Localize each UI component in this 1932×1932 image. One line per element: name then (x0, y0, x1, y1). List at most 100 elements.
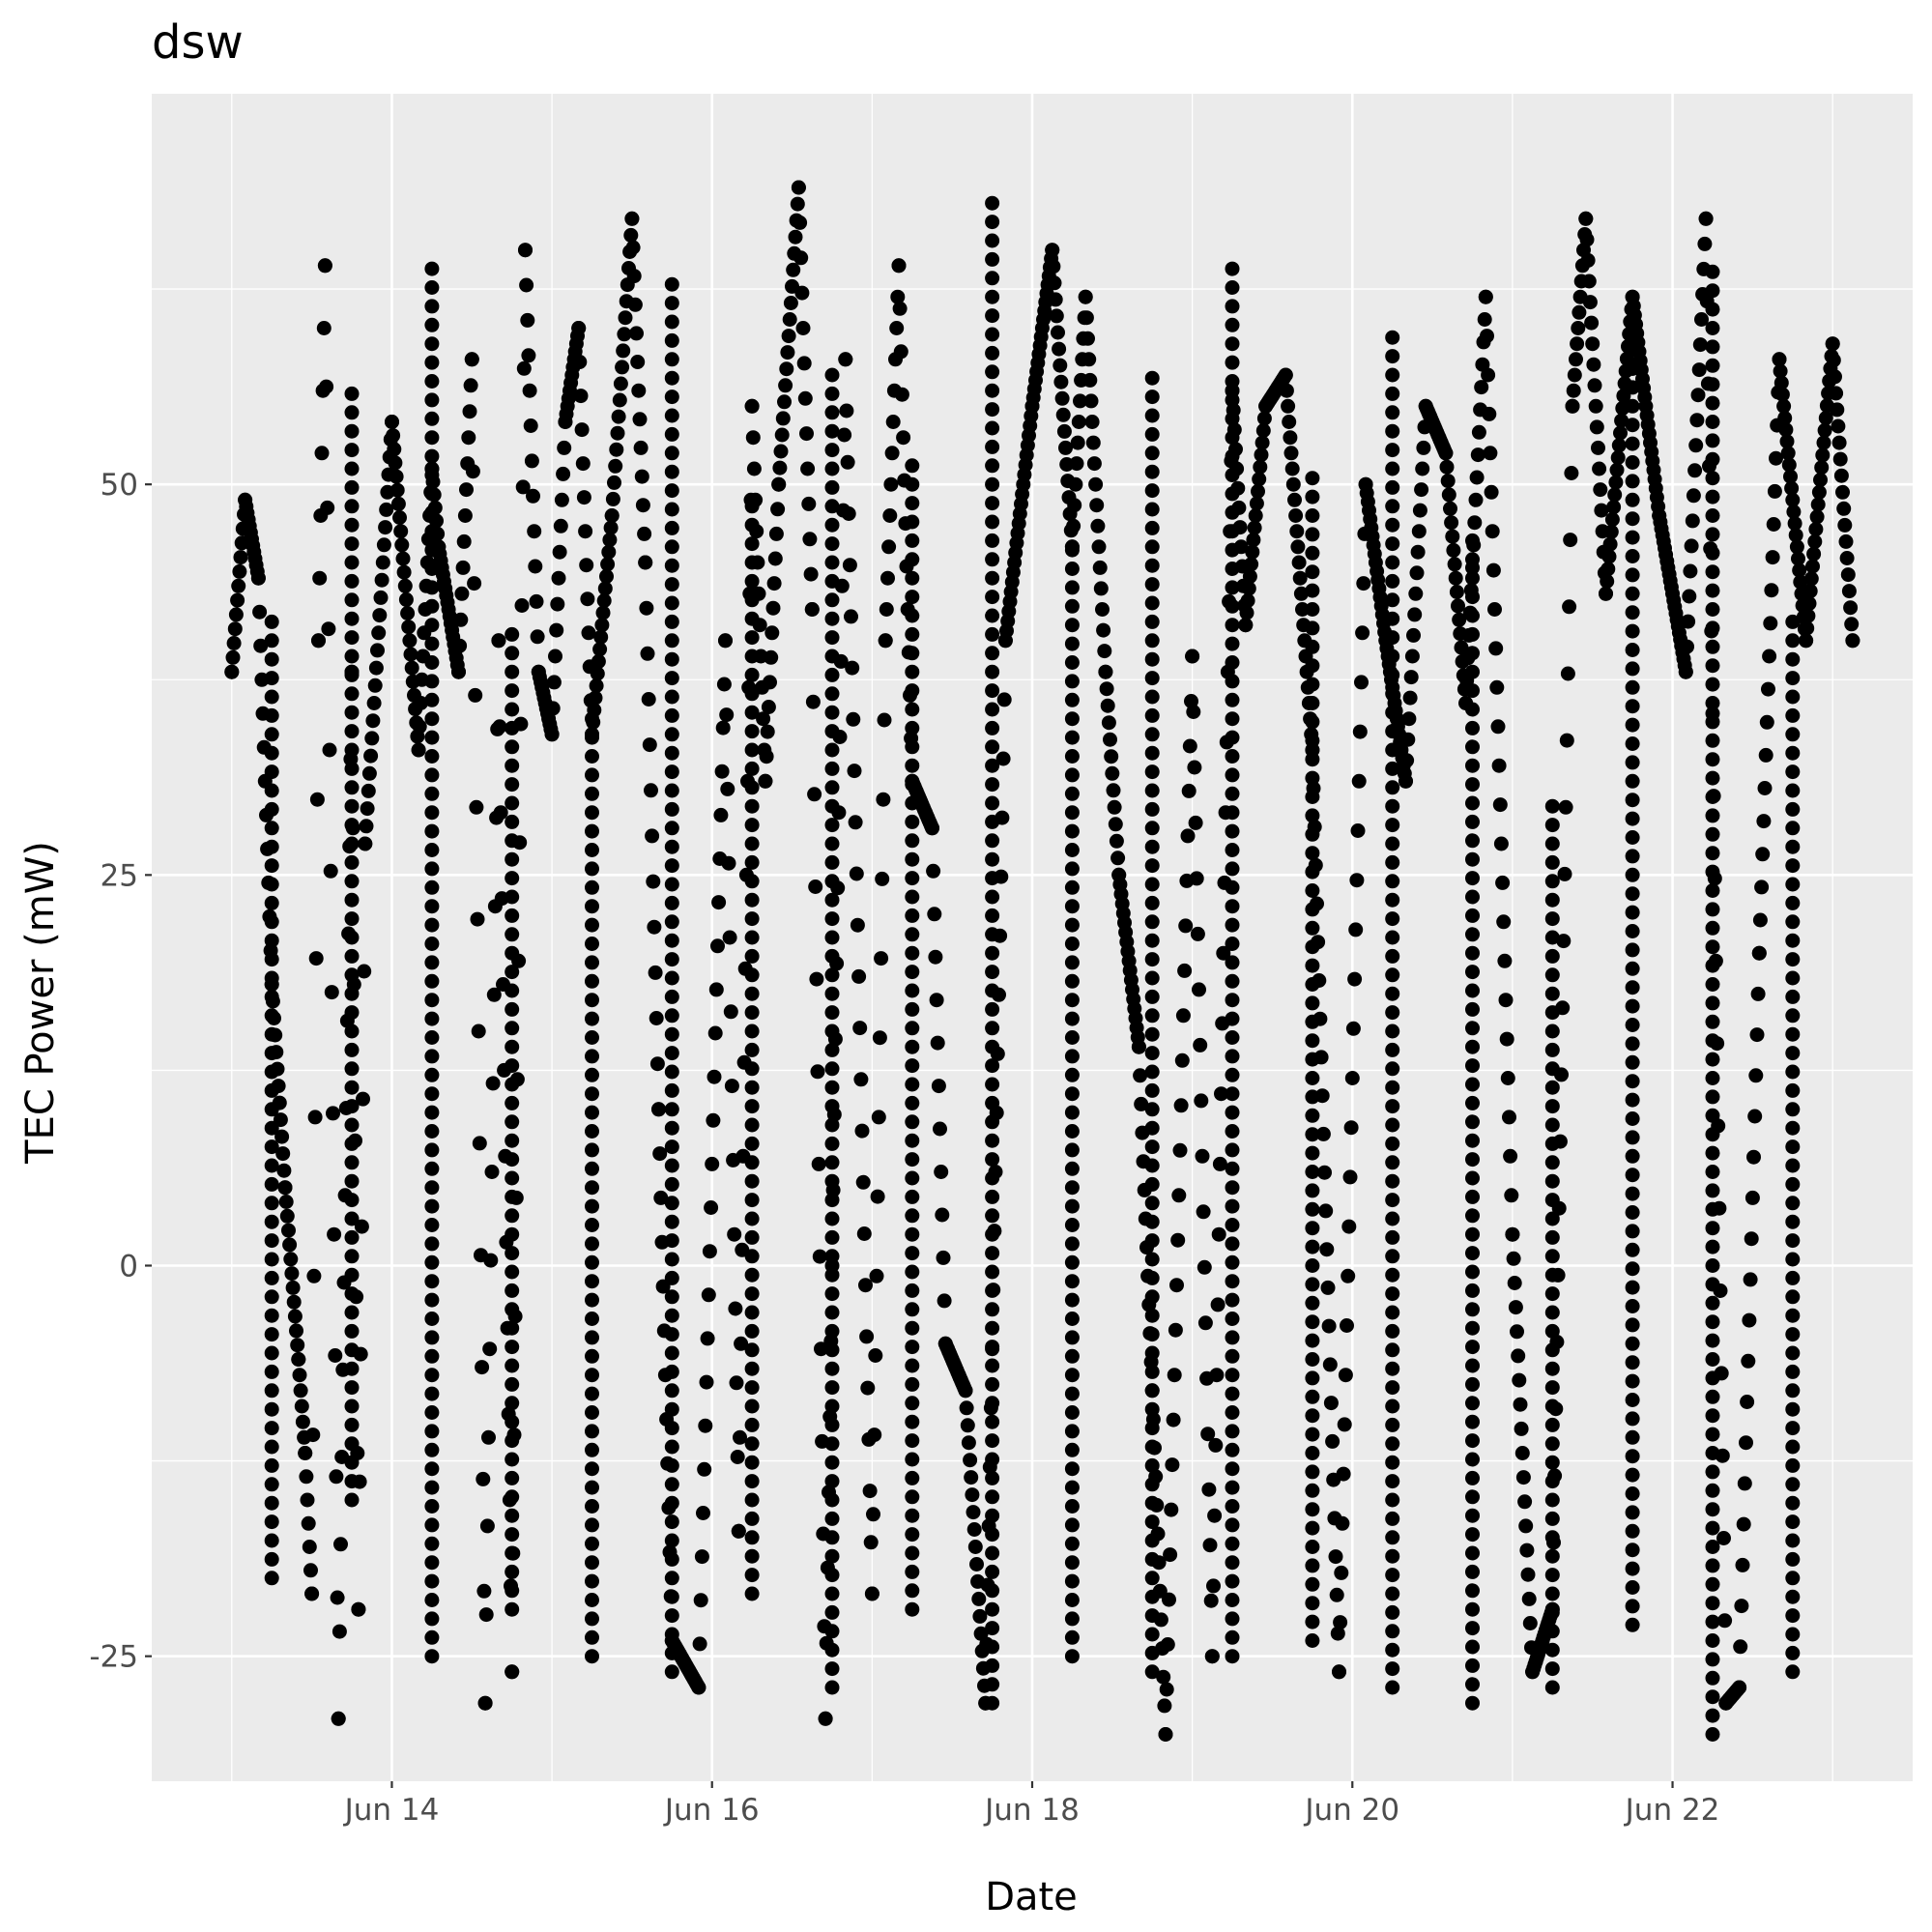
data-point (264, 858, 279, 874)
data-point (505, 702, 520, 717)
data-point (1785, 1477, 1801, 1492)
data-point (323, 863, 338, 879)
data-point (424, 1593, 440, 1607)
data-point (1305, 639, 1320, 654)
data-point (453, 612, 469, 627)
data-point (985, 402, 1000, 418)
data-point (1064, 1405, 1080, 1420)
data-point (1625, 980, 1640, 995)
data-point (1414, 482, 1429, 498)
data-point (1144, 370, 1160, 386)
data-point (853, 1072, 869, 1087)
data-point (1305, 545, 1320, 561)
data-point (602, 533, 618, 548)
data-point (985, 833, 1000, 849)
data-point (719, 707, 735, 723)
data-point (1705, 1014, 1720, 1029)
data-point (1202, 1538, 1218, 1553)
data-point (1305, 1014, 1320, 1029)
data-point (1785, 1421, 1801, 1436)
data-point (1385, 649, 1400, 664)
data-point (386, 428, 401, 444)
data-point (1785, 492, 1801, 507)
data-point (264, 689, 279, 705)
data-point (585, 1142, 599, 1158)
data-point (1465, 1021, 1480, 1036)
data-point (1385, 986, 1400, 1001)
data-point (1064, 711, 1080, 727)
data-point (1239, 605, 1254, 620)
data-point (1705, 1708, 1720, 1723)
data-point (505, 1433, 520, 1449)
data-point (1225, 843, 1240, 857)
data-point (744, 1474, 760, 1489)
data-point (1048, 292, 1063, 307)
data-point (1193, 1037, 1208, 1053)
data-point (1785, 633, 1801, 649)
data-point (879, 602, 894, 617)
data-point (1785, 1196, 1801, 1211)
data-point (1305, 902, 1320, 917)
data-point (1691, 362, 1707, 378)
data-point (811, 1156, 826, 1171)
data-point (959, 1400, 974, 1416)
data-point (1144, 821, 1160, 836)
data-point (1607, 487, 1623, 503)
data-point (744, 1080, 760, 1095)
chart-title: dsw (152, 15, 244, 70)
data-point (424, 461, 440, 476)
data-point (505, 1226, 520, 1242)
data-point (1544, 1586, 1560, 1601)
data-point (1467, 515, 1483, 531)
data-point (664, 689, 679, 705)
data-point (1625, 1036, 1640, 1052)
data-point (531, 664, 546, 679)
data-point (1488, 641, 1504, 656)
data-point (824, 1286, 840, 1302)
data-point (1385, 330, 1400, 345)
data-point (1196, 1204, 1211, 1220)
data-point (824, 1155, 840, 1170)
data-point (604, 508, 620, 523)
data-point (603, 520, 619, 535)
data-point (1225, 711, 1240, 727)
data-point (293, 1383, 308, 1399)
data-point (985, 1302, 1000, 1317)
data-point (985, 871, 1000, 886)
data-point (1225, 955, 1240, 970)
data-point (1144, 558, 1160, 573)
data-point (1785, 1270, 1801, 1285)
data-point (1544, 1342, 1560, 1358)
data-point (985, 1433, 1000, 1449)
data-point (1589, 419, 1604, 435)
data-point (824, 1604, 840, 1620)
data-point (372, 608, 388, 623)
data-point (1225, 1368, 1240, 1383)
data-point (875, 871, 890, 886)
data-point (824, 1511, 840, 1526)
data-point (651, 1102, 666, 1117)
data-point (1305, 527, 1320, 542)
data-point (664, 1026, 679, 1042)
data-point (1746, 1149, 1761, 1165)
data-point (400, 606, 416, 620)
data-point (1058, 440, 1073, 455)
data-point (1292, 570, 1308, 586)
data-point (1705, 1727, 1720, 1742)
data-point (803, 566, 819, 582)
data-point (585, 1124, 599, 1139)
data-point (744, 1568, 760, 1583)
data-point (905, 1283, 920, 1298)
data-point (824, 1005, 840, 1021)
data-point (727, 1226, 742, 1242)
data-point (1785, 1026, 1801, 1042)
data-point (1064, 598, 1080, 614)
data-point (264, 1533, 279, 1548)
data-point (1144, 595, 1160, 611)
data-point (1465, 590, 1480, 605)
data-point (373, 590, 389, 605)
data-point (1836, 501, 1852, 516)
data-point (1625, 567, 1640, 583)
data-point (1602, 536, 1618, 552)
